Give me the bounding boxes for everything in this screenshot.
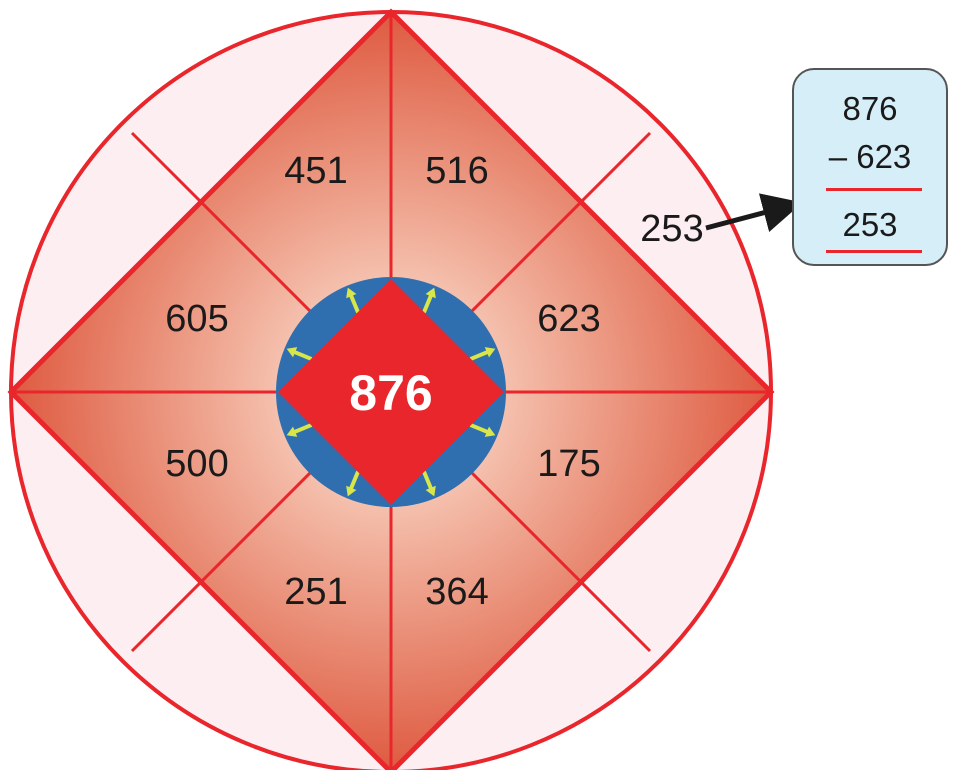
- segment-top-left: 451: [284, 150, 347, 192]
- worked-example-box: 876 – 623 253: [792, 68, 948, 266]
- difference: 253: [842, 206, 898, 243]
- segment-bottom-right: 364: [425, 571, 488, 613]
- segment-bottom-left: 251: [284, 571, 347, 613]
- segment-right-upper: 623: [537, 298, 600, 340]
- hub-arrows: [286, 287, 496, 497]
- hub-arrow-head-0: [346, 287, 357, 299]
- segment-top-right: 516: [425, 150, 488, 192]
- result-underline: [826, 250, 922, 253]
- subtrahend: – 623: [828, 138, 912, 175]
- center-diamond: [278, 279, 504, 505]
- segment-right-lower: 175: [537, 443, 600, 485]
- pointer-arrow: [705, 193, 803, 233]
- hub-arrow-head-4: [425, 485, 436, 497]
- hub-arrow-head-5: [346, 485, 357, 497]
- hub-arrow-head-2: [484, 347, 496, 358]
- segment-left-lower: 500: [165, 443, 228, 485]
- hub-arrow-head-6: [286, 426, 298, 437]
- minuend: 876: [842, 90, 898, 127]
- hub-arrow-head-7: [286, 347, 298, 358]
- hub-arrow-head-3: [484, 426, 496, 437]
- segment-left-upper: 605: [165, 298, 228, 340]
- subtraction-rule: [826, 188, 922, 191]
- hub-arrow-head-1: [425, 287, 436, 299]
- center-value: 876: [349, 365, 432, 421]
- outer-answer-right-upper: 253: [640, 208, 703, 250]
